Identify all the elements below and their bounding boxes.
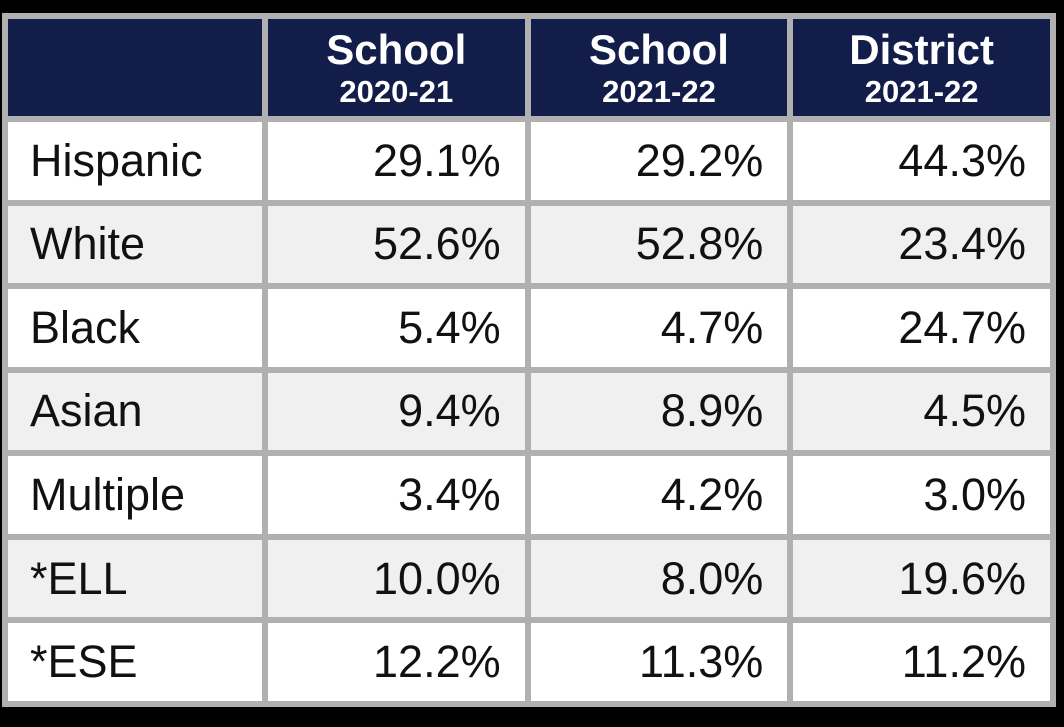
column-subtitle: 2021-22: [864, 73, 979, 109]
cell-value: 11.2%: [793, 623, 1050, 701]
cell-value: 8.0%: [530, 539, 788, 618]
header-cell-school-2021-22: School 2021-22: [530, 19, 788, 116]
table-row-white: White 52.6% 52.8% 23.4%: [8, 205, 1050, 284]
table-row-black: Black 5.4% 4.7% 24.7%: [8, 289, 1050, 367]
table-row-ell: *ELL 10.0% 8.0% 19.6%: [8, 539, 1050, 618]
demographics-table-frame: School 2020-21 School 2021-22 District 2…: [2, 13, 1056, 707]
cell-value: 12.2%: [267, 623, 525, 701]
column-title: District: [849, 26, 994, 74]
table-row-multiple: Multiple 3.4% 4.2% 3.0%: [8, 456, 1050, 534]
column-subtitle: 2021-22: [602, 73, 716, 109]
row-label: Hispanic: [8, 122, 262, 200]
row-label: Asian: [8, 372, 262, 451]
table-row-asian: Asian 9.4% 8.9% 4.5%: [8, 372, 1050, 451]
header-cell-school-2020-21: School 2020-21: [267, 19, 525, 116]
cell-value: 10.0%: [267, 539, 525, 618]
header-cell-district-2021-22: District 2021-22: [793, 19, 1050, 116]
row-label: *ESE: [8, 623, 262, 701]
header-row: School 2020-21 School 2021-22 District 2…: [8, 19, 1050, 116]
cell-value: 24.7%: [793, 289, 1050, 367]
cell-value: 52.8%: [530, 205, 788, 284]
cell-value: 29.2%: [530, 122, 788, 200]
cell-value: 4.7%: [530, 289, 788, 367]
row-label: *ELL: [8, 539, 262, 618]
cell-value: 29.1%: [267, 122, 525, 200]
column-subtitle: 2020-21: [339, 73, 454, 109]
cell-value: 9.4%: [267, 372, 525, 451]
cell-value: 44.3%: [793, 122, 1050, 200]
cell-value: 19.6%: [793, 539, 1050, 618]
row-label: Black: [8, 289, 262, 367]
cell-value: 3.0%: [793, 456, 1050, 534]
cell-value: 4.2%: [530, 456, 788, 534]
header-cell-blank: [8, 19, 262, 116]
cell-value: 4.5%: [793, 372, 1050, 451]
demographics-table: School 2020-21 School 2021-22 District 2…: [2, 13, 1056, 707]
cell-value: 52.6%: [267, 205, 525, 284]
cell-value: 23.4%: [793, 205, 1050, 284]
cell-value: 3.4%: [267, 456, 525, 534]
column-title: School: [326, 26, 467, 74]
cell-value: 5.4%: [267, 289, 525, 367]
cell-value: 8.9%: [530, 372, 788, 451]
table-row-ese: *ESE 12.2% 11.3% 11.2%: [8, 623, 1050, 701]
table-row-hispanic: Hispanic 29.1% 29.2% 44.3%: [8, 122, 1050, 200]
row-label: White: [8, 205, 262, 284]
cell-value: 11.3%: [530, 623, 788, 701]
column-title: School: [588, 26, 729, 74]
row-label: Multiple: [8, 456, 262, 534]
